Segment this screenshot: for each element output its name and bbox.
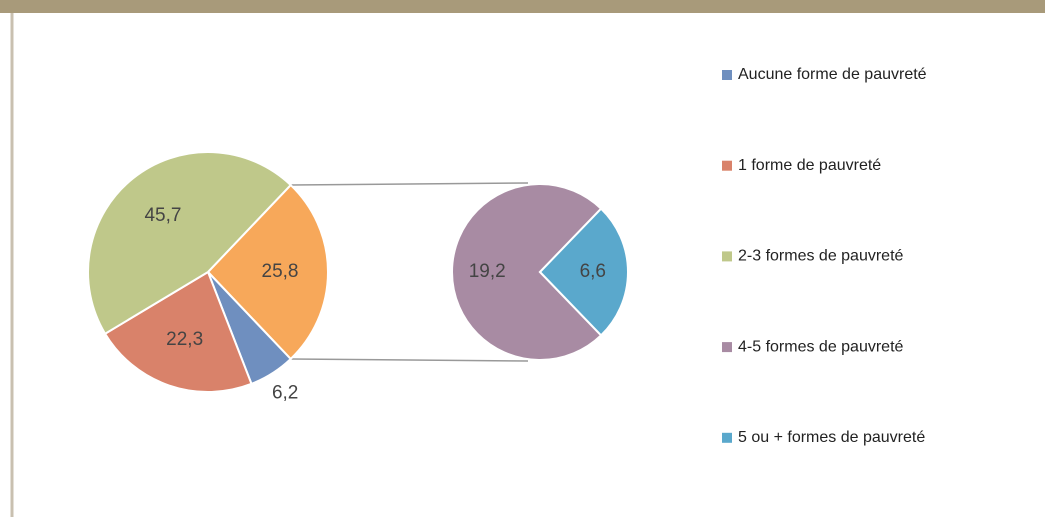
pie-slice	[451, 183, 603, 361]
data-label: 25,8	[262, 261, 299, 282]
legend-label: 4-5 formes de pauvreté	[738, 338, 904, 355]
legend-swatch	[722, 70, 732, 80]
legend-label: 5 ou + formes de pauvreté	[738, 429, 925, 446]
legend-swatch	[722, 432, 732, 443]
data-label: 19,2	[469, 261, 506, 282]
top-band	[0, 0, 1045, 13]
connector	[290, 182, 529, 186]
legend-swatch	[722, 342, 732, 353]
legend-swatch	[722, 160, 732, 171]
legend-label: Aucune forme de pauvreté	[738, 66, 927, 83]
pie-slice	[538, 207, 629, 337]
legend-swatch	[722, 251, 732, 262]
data-label: 6,6	[580, 261, 606, 282]
legend-label: 1 forme de pauvreté	[738, 157, 881, 174]
legend-label: 2-3 formes de pauvreté	[738, 248, 904, 265]
data-label: 45,7	[144, 205, 181, 226]
connector	[290, 358, 529, 362]
pie-slice	[103, 270, 253, 393]
data-label: 22,3	[166, 329, 203, 350]
pie-slice	[206, 183, 329, 361]
pie-slice	[87, 151, 293, 336]
data-label: 6,2	[272, 383, 298, 404]
